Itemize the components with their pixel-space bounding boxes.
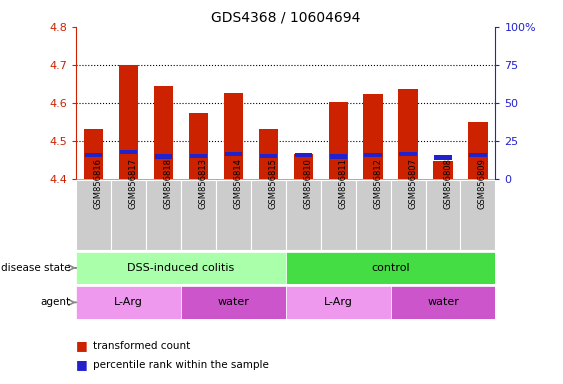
Bar (76, 286, 181, 319)
Bar (76, 180, 111, 250)
Bar (251, 180, 286, 250)
Text: GSM856816: GSM856816 (93, 159, 102, 209)
Bar (181, 180, 216, 250)
Text: GSM856808: GSM856808 (443, 159, 452, 209)
Text: GSM856815: GSM856815 (268, 159, 277, 209)
Bar (119, 65, 138, 179)
Bar (364, 153, 382, 157)
Bar (435, 156, 452, 160)
Bar (364, 94, 383, 179)
Bar (190, 154, 207, 158)
Text: GSM856811: GSM856811 (338, 159, 347, 209)
Bar (84, 129, 103, 179)
Bar (189, 113, 208, 179)
Bar (285, 252, 495, 284)
Text: GSM856814: GSM856814 (233, 159, 242, 209)
Bar (216, 180, 251, 250)
Text: DSS-induced colitis: DSS-induced colitis (127, 263, 234, 273)
Text: GSM856809: GSM856809 (478, 159, 487, 209)
Bar (154, 86, 173, 179)
Text: GSM856812: GSM856812 (373, 159, 382, 209)
Text: ■: ■ (76, 358, 88, 371)
Bar (470, 153, 486, 157)
Bar (146, 180, 181, 250)
Text: GSM856807: GSM856807 (408, 159, 417, 209)
Bar (85, 153, 102, 157)
Bar (391, 286, 495, 319)
Text: GSM856817: GSM856817 (128, 159, 137, 209)
Bar (155, 154, 172, 159)
Bar (321, 180, 356, 250)
Text: transformed count: transformed count (93, 341, 190, 351)
Text: L-Arg: L-Arg (324, 297, 352, 308)
Bar (329, 154, 347, 159)
Bar (399, 89, 418, 179)
Bar (120, 150, 137, 154)
Bar (391, 180, 426, 250)
Text: control: control (371, 263, 410, 273)
Text: L-Arg: L-Arg (114, 297, 143, 308)
Bar (461, 180, 495, 250)
Text: percentile rank within the sample: percentile rank within the sample (93, 360, 269, 370)
Bar (285, 286, 391, 319)
Bar (356, 180, 391, 250)
Bar (285, 180, 321, 250)
Bar (294, 153, 312, 157)
Bar (468, 122, 488, 179)
Text: water: water (427, 297, 459, 308)
Text: water: water (217, 297, 249, 308)
Text: GSM856813: GSM856813 (198, 159, 207, 209)
Bar (111, 180, 146, 250)
Bar (426, 180, 461, 250)
Bar (181, 286, 286, 319)
Bar (258, 129, 278, 179)
Bar (260, 154, 277, 158)
Bar (434, 162, 453, 179)
Text: agent: agent (40, 297, 70, 308)
Title: GDS4368 / 10604694: GDS4368 / 10604694 (211, 10, 360, 24)
Text: GSM856810: GSM856810 (303, 159, 312, 209)
Bar (399, 152, 417, 156)
Bar (225, 152, 242, 156)
Text: disease state: disease state (1, 263, 70, 273)
Bar (76, 252, 285, 284)
Text: ■: ■ (76, 339, 88, 352)
Bar (293, 154, 313, 179)
Bar (329, 102, 348, 179)
Text: GSM856818: GSM856818 (163, 159, 172, 209)
Bar (224, 93, 243, 179)
